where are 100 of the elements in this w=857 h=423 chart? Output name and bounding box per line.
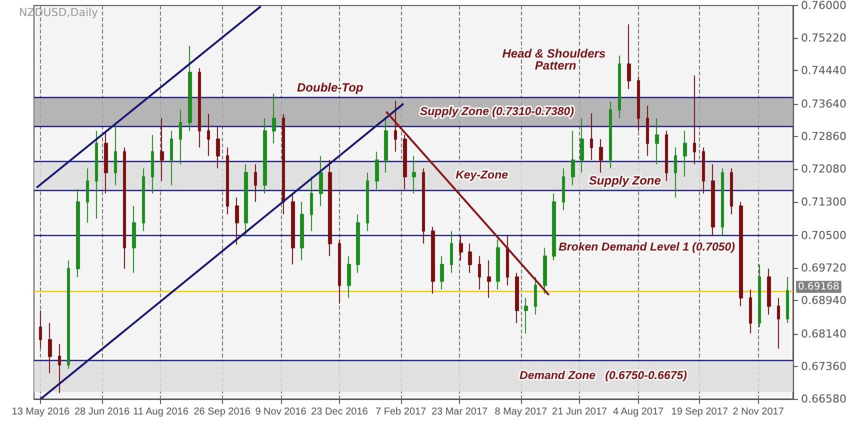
candlestick xyxy=(440,256,444,290)
candlestick xyxy=(338,238,341,304)
band-label: Key-Zone xyxy=(456,170,509,182)
candlestick xyxy=(552,192,556,261)
candlestick xyxy=(534,276,537,316)
annotation: Supply Zone xyxy=(588,174,662,188)
y-tick-label: 0.68140 xyxy=(801,327,846,340)
candlestick xyxy=(95,130,98,220)
candlestick xyxy=(599,138,603,174)
candlestick xyxy=(170,130,173,186)
candlestick xyxy=(721,168,724,236)
candlestick xyxy=(627,24,631,90)
candlestick xyxy=(711,164,715,236)
candlestick xyxy=(114,122,117,186)
candlestick xyxy=(422,168,425,244)
candlestick xyxy=(403,134,407,190)
x-tick-label: 23 Dec 2016 xyxy=(311,406,368,418)
y-tick-label: 0.69720 xyxy=(801,261,846,274)
x-tick-label: 8 May 2017 xyxy=(494,406,548,418)
candlestick xyxy=(478,256,481,290)
candlestick xyxy=(76,188,80,278)
candlestick xyxy=(767,268,771,316)
candlestick xyxy=(132,206,136,274)
candlestick xyxy=(179,109,182,165)
candlestick xyxy=(142,168,145,232)
candlestick xyxy=(244,164,248,236)
candlestick xyxy=(235,197,239,245)
x-tick-label: 21 Jun 2017 xyxy=(552,406,608,418)
y-tick-label: 0.72860 xyxy=(801,130,846,144)
candlestick xyxy=(412,155,416,194)
x-tick-label: 11 Aug 2016 xyxy=(133,406,189,418)
x-tick-label: 23 Mar 2017 xyxy=(431,406,488,418)
candlestick xyxy=(375,151,379,190)
candlestick xyxy=(450,230,453,274)
candlestick xyxy=(39,310,42,349)
y-tick-label: 0.66580 xyxy=(801,392,846,406)
candlestick xyxy=(384,118,388,174)
candlestick xyxy=(254,164,257,202)
candlestick xyxy=(674,147,677,198)
candlestick xyxy=(198,68,201,148)
candlestick xyxy=(590,112,593,161)
x-tick-label: 9 Nov 2016 xyxy=(255,406,307,418)
candlestick xyxy=(683,130,687,178)
y-tick-label: 0.75220 xyxy=(801,32,846,45)
candlestick xyxy=(777,297,780,349)
candlestick xyxy=(48,322,52,374)
candlestick xyxy=(310,176,313,232)
x-tick-label: 19 Sep 2017 xyxy=(671,406,728,418)
candlestick xyxy=(758,264,761,328)
annotation: Double-Top xyxy=(297,80,364,94)
candlestick xyxy=(702,147,705,194)
candlestick xyxy=(693,75,696,165)
candlestick xyxy=(319,155,323,207)
x-tick-label: 13 May 2016 xyxy=(12,406,70,418)
candlestick xyxy=(151,134,154,194)
candlestick xyxy=(123,147,126,270)
candlestick xyxy=(347,256,351,298)
x-tick-label: 4 Aug 2017 xyxy=(612,406,664,418)
y-tick-label: 0.70500 xyxy=(801,228,846,242)
candlestick xyxy=(562,168,565,211)
y-tick-label: 0.71300 xyxy=(801,195,846,208)
y-tick-label: 0.72080 xyxy=(801,162,846,176)
candlestick xyxy=(207,114,210,156)
candlestick xyxy=(300,201,304,261)
candlestick xyxy=(487,260,491,298)
y-tick-label: 0.76000 xyxy=(801,0,846,12)
candlestick xyxy=(655,118,659,165)
x-tick-label: 2 Nov 2017 xyxy=(732,406,784,418)
candlestick xyxy=(515,272,519,324)
candlestick xyxy=(543,247,547,294)
candlestick xyxy=(160,118,164,182)
x-tick-label: 28 Jun 2016 xyxy=(74,406,130,418)
candlestick xyxy=(609,101,612,169)
candlestick xyxy=(328,160,332,257)
candlestick xyxy=(431,226,435,294)
candlestick xyxy=(67,260,70,370)
x-tick-label: 7 Feb 2017 xyxy=(376,406,427,418)
annotation: Head & Shoulders Pattern xyxy=(502,46,609,73)
candlestick xyxy=(468,243,472,274)
candlestick xyxy=(524,297,528,334)
candlestick xyxy=(366,172,369,232)
y-tick-label: 0.68940 xyxy=(801,294,846,307)
candlestick xyxy=(580,118,584,174)
candlestick xyxy=(356,214,360,274)
candlestick xyxy=(272,93,276,144)
candlestick xyxy=(394,100,397,152)
y-tick-label: 0.74440 xyxy=(801,64,846,78)
candlestick xyxy=(216,126,220,169)
candlestick xyxy=(188,46,192,132)
candlestick xyxy=(58,343,61,394)
ref-line-label: 0.69168 xyxy=(798,281,840,292)
candlestick xyxy=(749,289,752,334)
candlestick xyxy=(646,105,649,156)
y-tick-label: 0.73640 xyxy=(801,98,846,111)
x-tick-label: 26 Sep 2016 xyxy=(194,406,251,418)
candlestick xyxy=(291,192,295,265)
candlestick xyxy=(496,238,500,290)
candlestick xyxy=(571,130,575,186)
y-tick-label: 0.67360 xyxy=(801,360,846,373)
candlestick xyxy=(637,76,640,132)
